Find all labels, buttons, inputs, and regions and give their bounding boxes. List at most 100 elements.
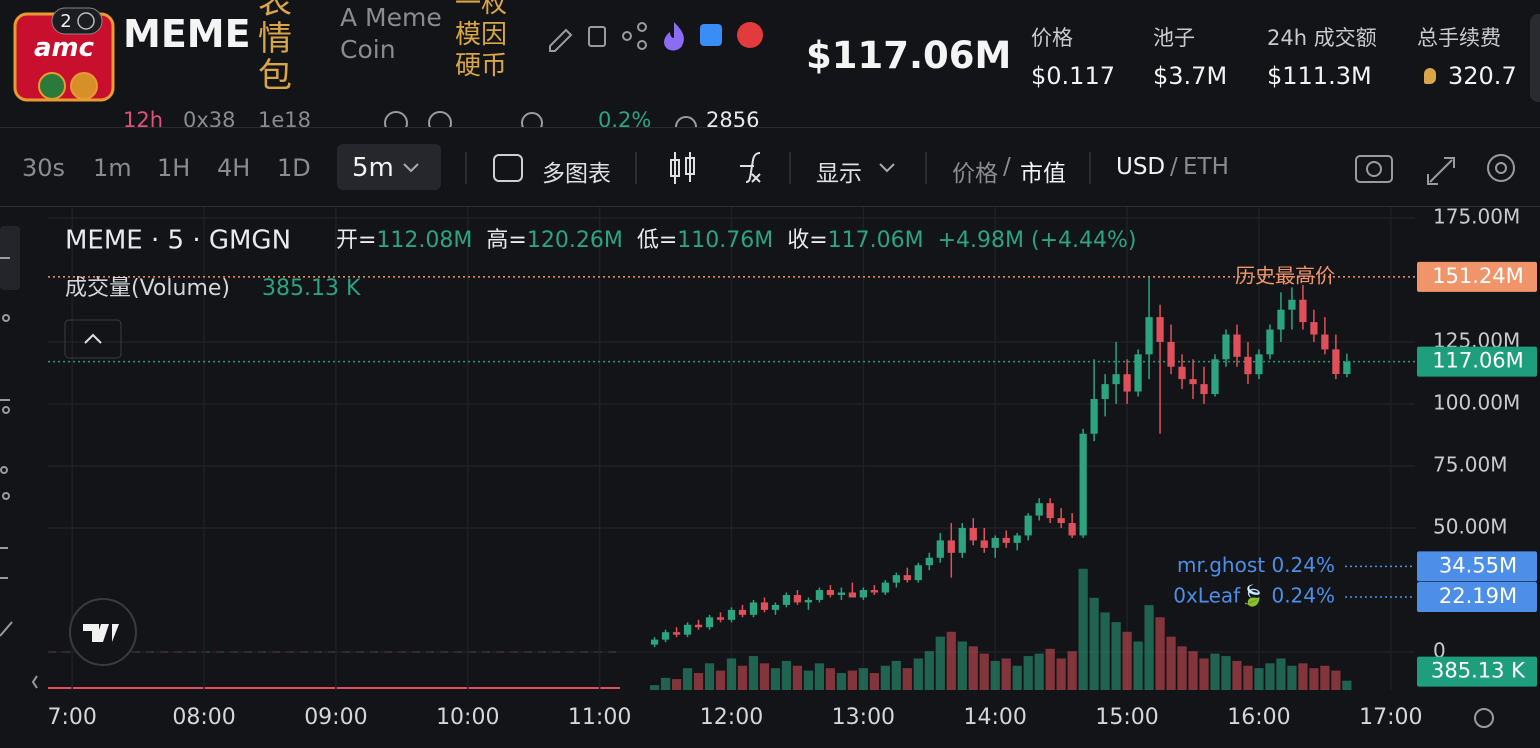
- volume-bar: [990, 660, 1000, 690]
- volume-bar: [869, 673, 879, 690]
- timeframe[interactable]: 30s: [22, 154, 66, 182]
- volume-bar: [946, 631, 956, 690]
- logo-badge: [38, 72, 66, 100]
- amc-icon[interactable]: [737, 22, 763, 48]
- timeframe-selected[interactable]: [337, 144, 441, 190]
- volume-bar: [1056, 658, 1066, 690]
- price-tag: [1417, 261, 1537, 292]
- y-tick-label: 50.00M: [1433, 515, 1508, 539]
- candle-body: [969, 528, 977, 541]
- logo-badge: [70, 72, 98, 100]
- x-tick-label: 17:00: [1359, 705, 1422, 730]
- candle-body: [870, 590, 878, 593]
- copy-icon[interactable]: [588, 26, 606, 47]
- collapse-button[interactable]: [64, 319, 122, 359]
- timeframe[interactable]: 1D: [277, 154, 311, 182]
- y-tick-label: 0: [1433, 639, 1446, 663]
- candle-body: [1090, 399, 1098, 434]
- volume-bar: [1320, 665, 1330, 690]
- price-tag-label: 34.55M: [1439, 553, 1517, 577]
- volume-bar: [1232, 660, 1242, 690]
- volume-bar: [1012, 665, 1022, 690]
- header: amc 2 MEME 表情包 A Meme Coin 一枚模因硬币 $117.0…: [0, 0, 1540, 128]
- price-line-name: 历史最高价: [1235, 263, 1335, 287]
- volume-bar: [671, 679, 682, 690]
- candle-body: [1123, 374, 1131, 392]
- chart-title: MEME · 5 · GMGN: [65, 226, 291, 256]
- candle-body: [1156, 317, 1164, 342]
- share-icon[interactable]: [622, 22, 647, 50]
- x-tick-label: 14:00: [964, 705, 1027, 730]
- price-tag: [1417, 346, 1537, 377]
- price-toggle[interactable]: 价格: [952, 161, 998, 187]
- volume-bar: [880, 665, 890, 690]
- volume-bar: [649, 685, 660, 690]
- dividers: [465, 152, 1091, 184]
- volume-bar: [935, 636, 945, 690]
- x-tick-label: 13:00: [832, 705, 895, 730]
- candle-type-icon[interactable]: [670, 152, 695, 184]
- screenshot-icon[interactable]: [1355, 155, 1393, 183]
- volume-bar: [858, 668, 868, 690]
- row2-icons: [384, 111, 697, 127]
- chevron: [879, 163, 895, 173]
- timeframe[interactable]: 1H: [157, 154, 191, 182]
- chevron: [403, 163, 419, 173]
- volume-bar: [737, 665, 748, 690]
- price-tag: [1417, 581, 1537, 612]
- volume-bar: [1067, 651, 1077, 690]
- candle-body: [804, 599, 813, 603]
- collapse-icon: [84, 333, 102, 344]
- volume-bar: [1287, 665, 1297, 690]
- volume-bar: [924, 651, 934, 690]
- usd-toggle[interactable]: USD: [1116, 154, 1166, 180]
- volume-bar: [1309, 668, 1319, 690]
- token-tag: 表情包: [258, 0, 292, 96]
- x-tick-label: 08:00: [172, 705, 235, 730]
- timeframe[interactable]: 1m: [93, 154, 132, 182]
- volume-bar: [825, 668, 836, 690]
- multi-chart[interactable]: 多图表: [542, 161, 611, 187]
- volume-bar: [682, 668, 693, 690]
- multi-chart-checkbox[interactable]: [493, 154, 523, 182]
- volume-bar: [770, 668, 781, 690]
- edit-icon[interactable]: [549, 28, 573, 52]
- stat-label: 价格: [1031, 26, 1073, 50]
- candle-body: [815, 590, 824, 600]
- y-tick-label: 175.00M: [1433, 204, 1520, 228]
- volume-bar: [968, 646, 978, 690]
- logo-text: amc: [34, 33, 95, 63]
- volume-bar: [792, 665, 803, 690]
- mcap-toggle[interactable]: 市值: [1020, 161, 1066, 187]
- axis-settings[interactable]: [1474, 708, 1494, 728]
- settings-icon[interactable]: [1487, 154, 1515, 182]
- volume-bar: [1265, 663, 1275, 690]
- legend-change: +4.98M (+4.44%): [938, 228, 1137, 253]
- pin-icon[interactable]: [700, 24, 722, 46]
- toolbar: 30s 1m 1H 4H 1D 5m 多图表 显示 价格 / 市值 USD / …: [0, 128, 1540, 207]
- candle-body: [694, 624, 703, 628]
- candle-body: [1134, 354, 1142, 392]
- indicators-icon[interactable]: [740, 152, 761, 183]
- candle-body: [925, 557, 933, 566]
- candle-body: [826, 590, 835, 595]
- candle-body: [859, 590, 867, 598]
- display-menu[interactable]: 显示: [816, 161, 862, 187]
- eth-toggle[interactable]: ETH: [1183, 154, 1229, 180]
- volume-bar: [891, 660, 901, 690]
- legend-open: 112.08M: [376, 228, 472, 253]
- candle-body: [936, 540, 944, 558]
- candle-body: [650, 639, 659, 645]
- side-button[interactable]: [1530, 14, 1540, 102]
- fullscreen-icon[interactable]: [1427, 157, 1455, 185]
- candle-body: [771, 604, 780, 610]
- timeframe[interactable]: 4H: [217, 154, 251, 182]
- price-tag: [1417, 551, 1537, 582]
- token-symbol: MEME: [123, 12, 251, 56]
- candle-body: [892, 575, 900, 583]
- volume-bar: [814, 663, 825, 690]
- price-line-name: 0xLeaf🍃 0.24%: [1173, 583, 1335, 607]
- fire-icon[interactable]: [664, 22, 684, 51]
